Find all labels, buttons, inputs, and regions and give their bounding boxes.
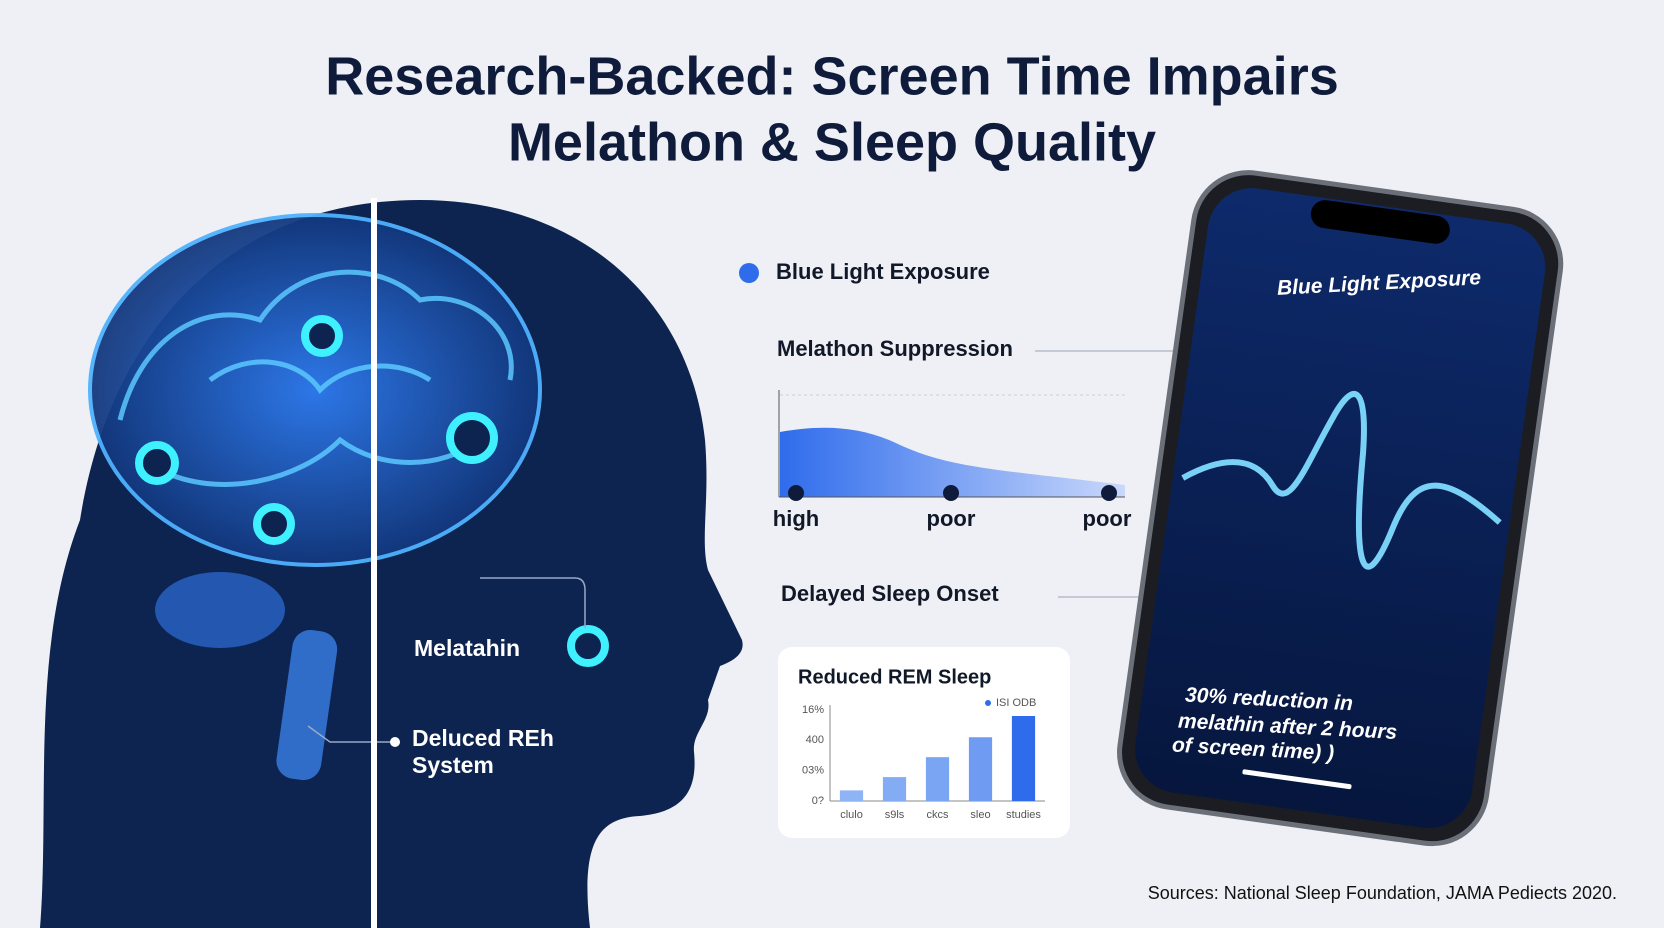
area	[780, 427, 1125, 497]
bar	[925, 757, 950, 801]
brainstem	[276, 629, 338, 781]
phone	[1117, 170, 1564, 847]
bar	[839, 790, 864, 801]
card	[778, 647, 1070, 838]
x-tick-label: studies	[1006, 809, 1041, 821]
bar	[968, 737, 993, 801]
area-label: poor	[927, 506, 976, 531]
cerebellum	[155, 572, 285, 648]
area-label: poor	[1083, 506, 1132, 531]
area-dots	[788, 485, 1117, 501]
card-title: Reduced REM Sleep	[798, 666, 991, 688]
legend-label: ISI ODB	[996, 697, 1036, 709]
x-tick-label: sleo	[970, 809, 990, 821]
legend-dot	[739, 263, 759, 283]
y-tick-label: 16%	[802, 704, 824, 716]
y-tick-label: 03%	[802, 765, 824, 777]
divider	[371, 198, 377, 928]
head-label: System	[412, 752, 494, 778]
legend-dot	[985, 700, 991, 706]
head-label: Melatahin	[414, 635, 520, 661]
bar	[882, 777, 907, 801]
source: Sources: National Sleep Foundation, JAMA…	[1148, 883, 1617, 903]
y-tick-label: 400	[806, 734, 824, 746]
callout: Blue Light Exposure	[776, 259, 990, 284]
callout: Delayed Sleep Onset	[781, 581, 999, 606]
brain-folds	[117, 269, 514, 487]
x-tick-label: s9ls	[885, 809, 905, 821]
callout: Melathon Suppression	[777, 336, 1013, 361]
bullet	[390, 737, 400, 747]
title-line: Melathon & Sleep Quality	[508, 112, 1156, 172]
head-label: Deluced REh	[412, 725, 554, 751]
y-tick-label: 0?	[812, 795, 824, 807]
x-tick-label: ckcs	[927, 809, 950, 821]
x-tick-label: clulo	[840, 809, 863, 821]
area-label: high	[773, 506, 819, 531]
brain	[88, 213, 542, 567]
title-line: Research-Backed: Screen Time Impairs	[325, 46, 1339, 106]
nodes	[135, 315, 609, 667]
bar	[1011, 716, 1036, 801]
bar-chart: 16% 400 03% 0? clulo s9ls ckcs sleo studies	[802, 704, 1045, 821]
